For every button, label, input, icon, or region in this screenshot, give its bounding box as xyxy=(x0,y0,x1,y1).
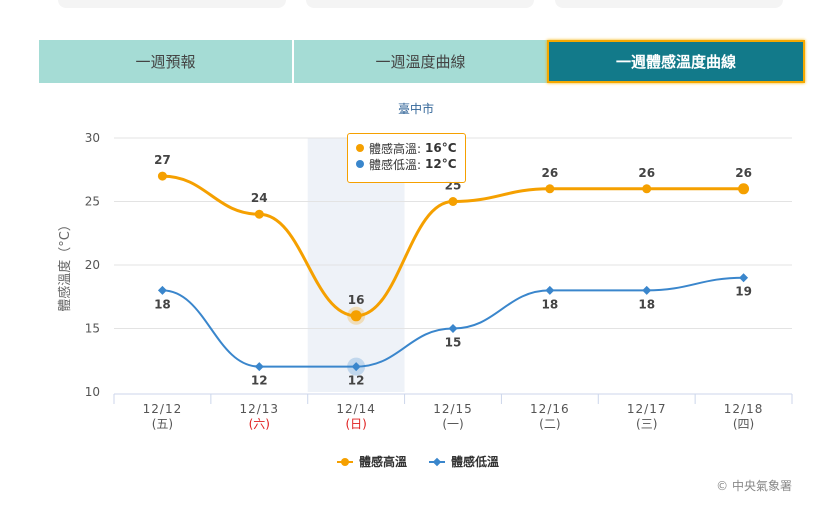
low-point-marker[interactable] xyxy=(351,362,361,372)
data-label: 24 xyxy=(251,191,268,205)
tab-weekly-apparent-temperature-curve[interactable]: 一週體感溫度曲線 xyxy=(547,40,805,83)
x-tick-weekday: (日) xyxy=(345,417,366,431)
y-tick-label: 25 xyxy=(85,195,100,209)
tooltip-low-label: 體感低溫: xyxy=(369,157,422,172)
data-label: 26 xyxy=(542,166,559,180)
data-label: 12 xyxy=(348,374,365,388)
chart-legend: 體感高溫 體感低溫 xyxy=(337,453,521,470)
y-tick-label: 15 xyxy=(85,322,100,336)
high-point-marker[interactable] xyxy=(642,184,652,194)
high-point-marker[interactable] xyxy=(254,209,264,219)
data-label: 16 xyxy=(348,293,365,307)
high-dot-icon xyxy=(356,144,364,152)
low-point-marker[interactable] xyxy=(642,285,652,295)
chart-title: 臺中市 xyxy=(397,102,434,116)
tooltip-low-value: 12°C xyxy=(425,157,457,171)
x-tick-date: 12/14 xyxy=(336,402,376,416)
low-point-marker[interactable] xyxy=(448,324,458,333)
chart-tooltip: 體感高溫: 16°C 體感低溫: 12°C xyxy=(347,133,466,183)
x-tick-date: 12/16 xyxy=(530,402,570,416)
x-tick-date: 12/13 xyxy=(239,402,279,416)
data-label: 26 xyxy=(638,166,655,180)
data-label: 18 xyxy=(638,297,655,311)
x-tick-weekday: (三) xyxy=(636,417,657,431)
data-label: 15 xyxy=(445,336,462,350)
legend-low-label: 體感低溫 xyxy=(451,455,500,469)
credit-text: © 中央氣象署 xyxy=(716,479,792,493)
data-label: 27 xyxy=(154,153,171,167)
y-axis-label: 體感溫度（°C） xyxy=(57,218,73,312)
data-label: 26 xyxy=(735,166,752,180)
data-label: 18 xyxy=(542,297,559,311)
x-tick-date: 12/18 xyxy=(724,402,764,416)
x-tick-weekday: (五) xyxy=(152,417,173,431)
legend-item-high[interactable]: 體感高溫 xyxy=(337,453,407,470)
high-point-marker[interactable] xyxy=(545,184,555,194)
tab-weekly-temperature-curve[interactable]: 一週溫度曲線 xyxy=(294,40,547,83)
forecast-tabs: 一週預報 一週溫度曲線 一週體感溫度曲線 xyxy=(39,40,805,83)
tab-weekly-forecast[interactable]: 一週預報 xyxy=(39,40,292,83)
low-point-marker[interactable] xyxy=(157,285,167,295)
tooltip-high-label: 體感高溫: xyxy=(369,141,422,156)
high-point-marker[interactable] xyxy=(350,310,362,322)
data-label: 18 xyxy=(154,297,171,311)
x-tick-date: 12/12 xyxy=(143,402,183,416)
high-point-marker[interactable] xyxy=(738,183,750,195)
top-card-1 xyxy=(58,0,286,8)
line-diamond-marker-icon xyxy=(429,457,446,467)
x-tick-weekday: (六) xyxy=(249,417,270,431)
low-series-line xyxy=(162,276,744,368)
low-point-marker[interactable] xyxy=(545,285,555,295)
x-tick-weekday: (四) xyxy=(733,417,754,431)
x-tick-date: 12/17 xyxy=(627,402,667,416)
legend-high-label: 體感高溫 xyxy=(359,455,408,469)
data-label: 19 xyxy=(735,285,752,299)
top-card-2 xyxy=(306,0,534,8)
low-point-marker[interactable] xyxy=(739,273,749,283)
low-point-marker[interactable] xyxy=(254,362,264,372)
legend-item-low[interactable]: 體感低溫 xyxy=(429,453,499,470)
y-tick-label: 10 xyxy=(85,385,100,399)
y-tick-label: 20 xyxy=(85,258,100,272)
low-dot-icon xyxy=(356,160,364,168)
x-tick-weekday: (二) xyxy=(539,417,560,431)
top-card-3 xyxy=(555,0,783,8)
high-point-marker[interactable] xyxy=(157,171,167,181)
x-tick-weekday: (一) xyxy=(442,417,463,431)
tooltip-high-value: 16°C xyxy=(425,141,457,155)
x-tick-date: 12/15 xyxy=(433,402,473,416)
y-tick-label: 30 xyxy=(85,131,100,145)
line-circle-marker-icon xyxy=(337,457,353,467)
high-point-marker[interactable] xyxy=(448,197,458,206)
data-label: 12 xyxy=(251,374,268,388)
